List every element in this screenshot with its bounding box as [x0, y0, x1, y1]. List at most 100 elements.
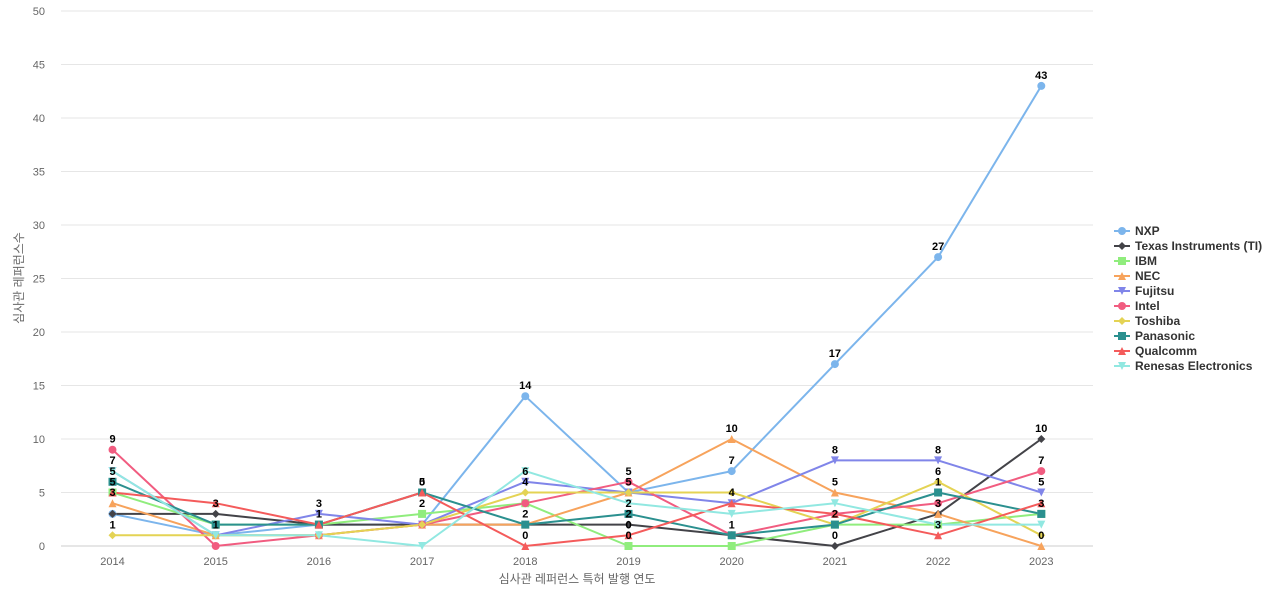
data-point-qualcomm	[934, 531, 943, 540]
data-label-panasonic: 2	[625, 498, 631, 510]
data-point-qualcomm	[418, 488, 427, 497]
legend-marker	[1118, 257, 1126, 265]
data-point-panasonic	[1037, 509, 1046, 518]
data-label-fujitsu: 5	[1038, 477, 1044, 489]
x-tick-label: 2015	[203, 556, 227, 568]
y-tick-label: 45	[33, 60, 45, 72]
data-point-qualcomm	[624, 531, 633, 540]
legend-marker	[1118, 347, 1126, 355]
data-point-nec	[934, 509, 943, 518]
series-line-qualcomm	[111, 491, 1043, 547]
data-point-panasonic	[830, 520, 839, 529]
legend-item-nxp[interactable]: NXP	[1114, 224, 1160, 238]
data-point-renesas-electronics	[830, 499, 839, 508]
data-point-fujitsu	[314, 509, 323, 518]
legend-item-ibm[interactable]: IBM	[1114, 254, 1157, 268]
y-tick-label: 15	[33, 381, 45, 393]
x-tick-label: 2017	[410, 556, 434, 568]
x-tick-label: 2014	[100, 556, 124, 568]
data-point-toshiba	[624, 488, 633, 497]
data-point-qualcomm	[211, 499, 220, 508]
data-label-nxp: 27	[932, 241, 944, 253]
legend-label: Intel	[1135, 299, 1160, 313]
data-label-panasonic: 1	[935, 477, 941, 489]
data-point-nxp	[830, 360, 839, 369]
legend-marker	[1118, 332, 1126, 340]
data-label-ibm: 2	[419, 498, 425, 510]
y-tick-label: 35	[33, 167, 45, 179]
data-point-ibm	[624, 542, 633, 550]
data-label-panasonic: 5	[419, 477, 425, 489]
legend-label: Fujitsu	[1135, 284, 1174, 298]
data-label-nxp: 7	[729, 455, 735, 467]
series-line-nxp	[111, 84, 1043, 537]
data-point-texas-instruments-ti	[624, 520, 633, 529]
series-line-panasonic	[111, 480, 1043, 537]
x-tick-label: 2016	[307, 556, 331, 568]
x-tick-label: 2021	[823, 556, 847, 568]
legend-item-intel[interactable]: Intel	[1114, 299, 1160, 313]
data-point-panasonic	[211, 520, 220, 529]
data-point-nec	[108, 499, 117, 508]
data-point-qualcomm	[1037, 499, 1046, 508]
legend-item-texas-instruments-ti[interactable]: Texas Instruments (TI)	[1114, 239, 1262, 253]
data-label-intel: 9	[109, 434, 115, 446]
legend-item-qualcomm[interactable]: Qualcomm	[1114, 344, 1197, 358]
data-label-nxp: 43	[1035, 70, 1047, 82]
data-point-panasonic	[934, 488, 943, 497]
data-label-qualcomm: 0	[522, 530, 528, 542]
legend-marker	[1118, 227, 1126, 235]
legend-item-toshiba[interactable]: Toshiba	[1114, 314, 1180, 328]
data-label-nec: 10	[726, 423, 738, 435]
y-tick-label: 5	[39, 488, 45, 500]
data-point-qualcomm	[727, 499, 736, 508]
data-point-qualcomm	[314, 520, 323, 529]
data-label-intel: 7	[1038, 455, 1044, 467]
data-point-renesas-electronics	[727, 509, 736, 518]
x-tick-label: 2023	[1029, 556, 1053, 568]
data-label-fujitsu: 4	[729, 487, 736, 499]
data-point-fujitsu	[521, 477, 530, 486]
legend-marker	[1118, 302, 1126, 310]
data-point-intel	[211, 542, 220, 550]
data-point-texas-instruments-ti	[830, 542, 839, 550]
data-point-panasonic	[521, 520, 530, 529]
legend-marker	[1118, 272, 1126, 280]
data-point-intel	[108, 445, 117, 454]
data-point-intel	[624, 477, 633, 486]
y-tick-label: 10	[33, 434, 45, 446]
data-label-texas-instruments-ti: 3	[213, 498, 219, 510]
data-point-fujitsu	[1037, 488, 1046, 497]
legend-item-renesas-electronics[interactable]: Renesas Electronics	[1114, 359, 1253, 373]
x-tick-label: 2019	[616, 556, 640, 568]
data-point-intel	[521, 499, 530, 508]
data-point-toshiba	[418, 520, 427, 529]
data-point-fujitsu	[934, 456, 943, 465]
data-label-texas-instruments-ti: 3	[935, 498, 941, 510]
legend-label: Qualcomm	[1135, 344, 1197, 358]
data-point-renesas-electronics	[521, 467, 530, 476]
legend-marker	[1118, 362, 1126, 370]
data-label-intel: 5	[625, 466, 631, 478]
data-point-panasonic	[108, 477, 117, 486]
y-tick-label: 20	[33, 327, 45, 339]
data-label-nxp: 17	[829, 348, 841, 360]
data-label-texas-instruments-ti: 1	[729, 519, 735, 531]
legend-item-fujitsu[interactable]: Fujitsu	[1114, 284, 1174, 298]
legend-item-panasonic[interactable]: Panasonic	[1114, 329, 1195, 343]
y-tick-label: 0	[39, 541, 45, 553]
data-label-nxp: 5	[625, 477, 631, 489]
x-axis-title: 심사관 레퍼런스 특허 발행 연도	[499, 571, 656, 586]
data-point-qualcomm	[108, 488, 117, 497]
data-label-fujitsu: 7	[109, 455, 115, 467]
data-point-intel	[934, 499, 943, 508]
y-tick-label: 30	[33, 220, 45, 232]
data-label-toshiba: 4	[522, 477, 529, 489]
data-label-fujitsu: 8	[935, 444, 941, 456]
legend-marker	[1118, 287, 1126, 295]
data-label-qualcomm: 0	[419, 477, 425, 489]
legend-item-nec[interactable]: NEC	[1114, 269, 1161, 283]
